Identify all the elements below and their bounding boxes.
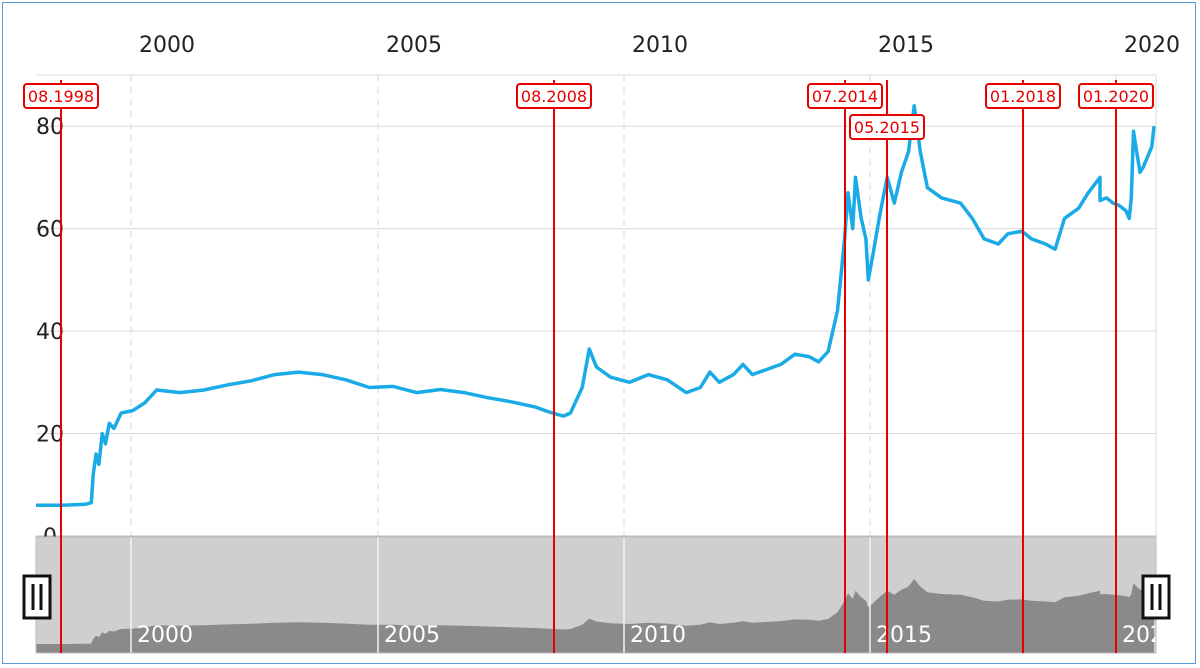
event-marker-label-08.1998: 08.1998 (28, 87, 94, 106)
x-tick-label-2010: 2010 (632, 33, 688, 58)
navigator-handle-right[interactable] (1141, 574, 1171, 620)
event-marker-label-07.2014: 07.2014 (812, 87, 878, 106)
event-marker-box-05.2015 (849, 114, 925, 140)
event-marker-box-07.2014 (807, 83, 883, 109)
navigator-tick-label-2000: 2000 (137, 623, 193, 648)
event-marker-label-08.2008: 08.2008 (521, 87, 587, 106)
event-marker-box-08.1998 (23, 83, 99, 109)
x-tick-label-2000: 2000 (139, 33, 195, 58)
event-marker-box-01.2020 (1078, 83, 1154, 109)
event-marker-label-05.2015: 05.2015 (854, 118, 920, 137)
price-series-line (36, 103, 1156, 508)
x-tick-label-2015: 2015 (878, 33, 934, 58)
x-tick-label-2005: 2005 (386, 33, 442, 58)
event-marker-label-01.2020: 01.2020 (1083, 87, 1149, 106)
event-marker-box-08.2008 (516, 83, 592, 109)
event-markers: 08.1998 08.2008 07.2014 05.2015 01.2018 01.20… (23, 80, 1154, 653)
y-tick-label-40: 40 (36, 320, 64, 345)
navigator-area (36, 579, 1154, 653)
grid (36, 74, 1157, 537)
event-marker-box-01.2018 (985, 83, 1061, 109)
navigator-tick-label-2015: 2015 (876, 623, 932, 648)
x-axis-ticks: 2000 2005 2010 2015 2020 (139, 33, 1180, 58)
x-tick-label-2020: 2020 (1124, 33, 1180, 58)
navigator-handles[interactable] (22, 574, 1171, 620)
series (36, 103, 1156, 508)
navigator-tick-label-2005: 2005 (384, 623, 440, 648)
navigator-handle-right-body[interactable] (1141, 574, 1171, 620)
y-tick-label-60: 60 (36, 218, 64, 243)
navigator-tick-label-202: 202 (1122, 623, 1164, 648)
event-marker-label-01.2018: 01.2018 (990, 87, 1056, 106)
navigator-handle-left[interactable] (22, 574, 52, 620)
navigator[interactable]: 2000 2005 2010 2015 202 (35, 536, 1164, 654)
navigator-tick-label-2010: 2010 (630, 623, 686, 648)
y-tick-label-80: 80 (36, 115, 64, 140)
y-tick-label-20: 20 (36, 423, 64, 448)
navigator-handle-left-body[interactable] (22, 574, 52, 620)
